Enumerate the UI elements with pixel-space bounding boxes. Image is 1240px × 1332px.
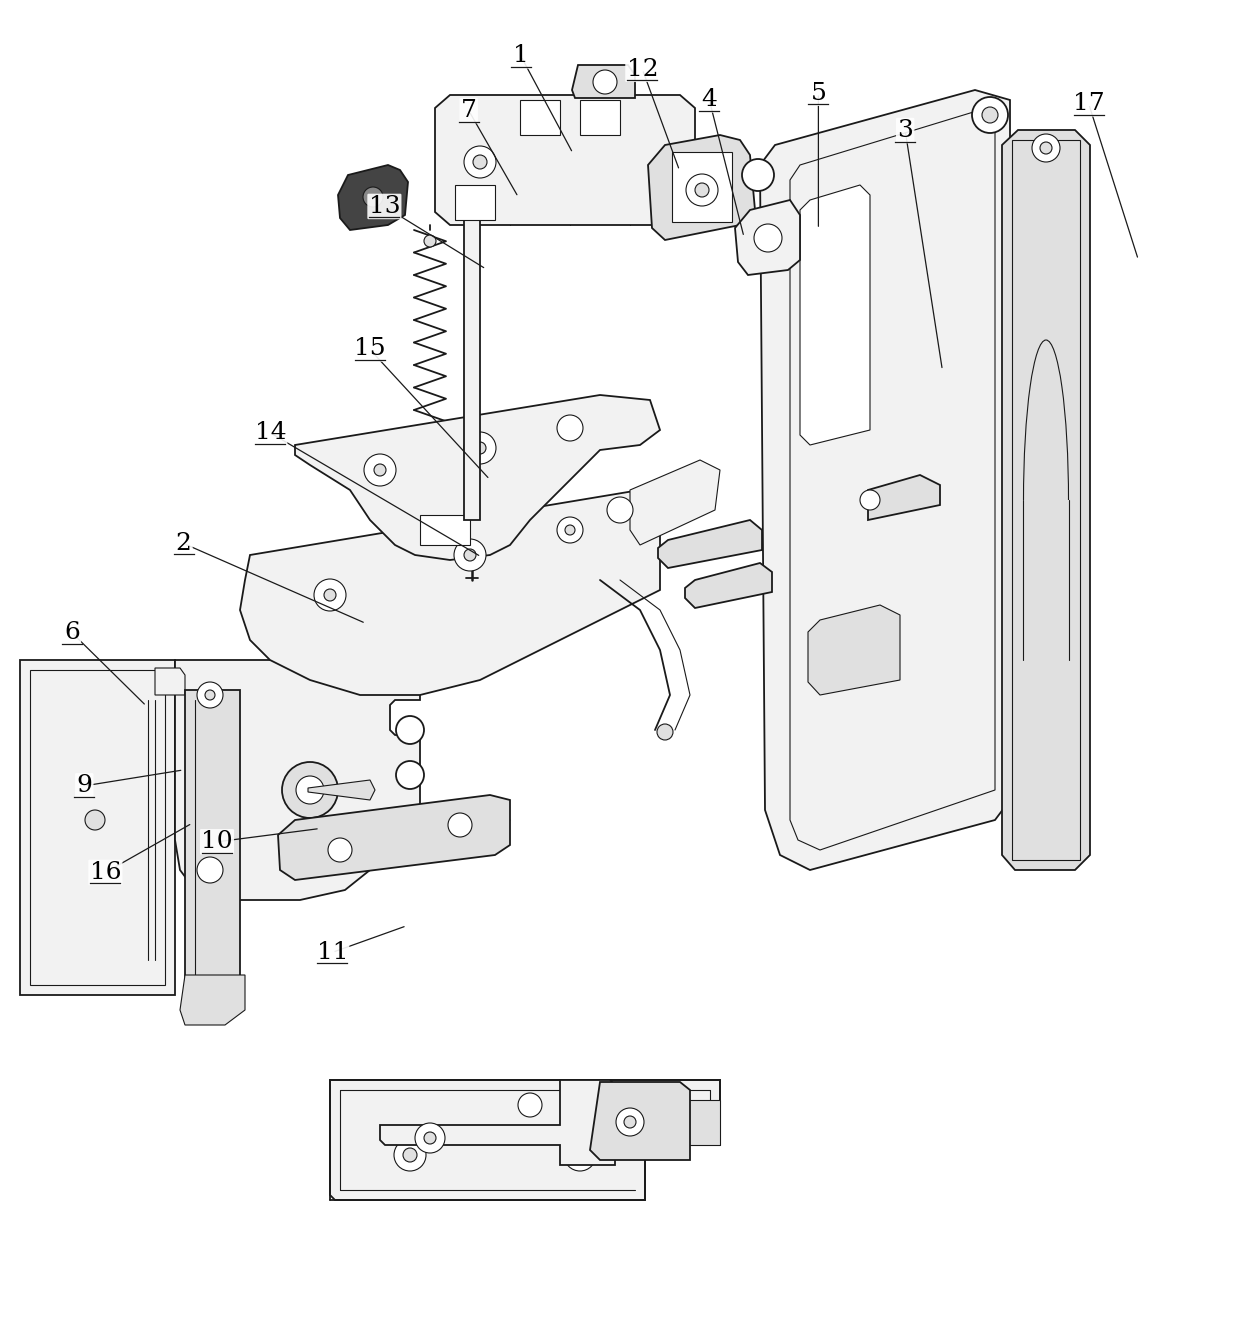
Circle shape xyxy=(686,174,718,206)
Text: 9: 9 xyxy=(77,774,92,798)
Circle shape xyxy=(472,155,487,169)
Text: 17: 17 xyxy=(1073,92,1105,116)
Polygon shape xyxy=(590,1082,689,1160)
Text: 5: 5 xyxy=(811,81,826,105)
Polygon shape xyxy=(760,91,1011,870)
Polygon shape xyxy=(330,1080,720,1200)
Text: 12: 12 xyxy=(626,57,658,81)
Circle shape xyxy=(205,690,215,701)
Circle shape xyxy=(564,1139,596,1171)
Circle shape xyxy=(448,813,472,836)
Polygon shape xyxy=(379,1080,615,1166)
Circle shape xyxy=(394,1139,427,1171)
Circle shape xyxy=(396,717,424,745)
Text: 6: 6 xyxy=(64,621,79,645)
Circle shape xyxy=(616,1108,644,1136)
Text: 4: 4 xyxy=(702,88,717,112)
Circle shape xyxy=(657,725,673,741)
Circle shape xyxy=(329,838,352,862)
Circle shape xyxy=(608,497,632,523)
Circle shape xyxy=(557,517,583,543)
Polygon shape xyxy=(575,1100,720,1146)
Polygon shape xyxy=(339,165,408,230)
Circle shape xyxy=(474,442,486,454)
Text: 11: 11 xyxy=(316,940,348,964)
Circle shape xyxy=(424,234,436,246)
Polygon shape xyxy=(175,659,420,900)
Circle shape xyxy=(972,97,1008,133)
Polygon shape xyxy=(20,659,175,995)
Text: 3: 3 xyxy=(898,119,913,143)
Circle shape xyxy=(415,1123,445,1154)
Polygon shape xyxy=(520,100,560,135)
Polygon shape xyxy=(455,185,495,220)
Text: 1: 1 xyxy=(513,44,528,68)
Polygon shape xyxy=(278,795,510,880)
Circle shape xyxy=(464,549,476,561)
Polygon shape xyxy=(808,605,900,695)
Polygon shape xyxy=(800,185,870,445)
Circle shape xyxy=(593,71,618,95)
Polygon shape xyxy=(295,396,660,559)
Circle shape xyxy=(557,416,583,441)
Polygon shape xyxy=(580,100,620,135)
Text: 7: 7 xyxy=(461,99,476,123)
Polygon shape xyxy=(684,563,773,607)
Circle shape xyxy=(982,107,998,123)
Text: 2: 2 xyxy=(176,531,191,555)
Circle shape xyxy=(396,761,424,789)
Circle shape xyxy=(464,147,496,178)
Circle shape xyxy=(565,525,575,535)
Polygon shape xyxy=(308,781,374,801)
Circle shape xyxy=(624,1116,636,1128)
Circle shape xyxy=(374,464,386,476)
Polygon shape xyxy=(435,95,694,225)
Polygon shape xyxy=(1002,131,1090,870)
Polygon shape xyxy=(180,975,246,1026)
Circle shape xyxy=(86,810,105,830)
Text: 14: 14 xyxy=(254,421,286,445)
Polygon shape xyxy=(464,210,480,519)
Circle shape xyxy=(694,182,709,197)
Circle shape xyxy=(1032,135,1060,163)
Circle shape xyxy=(314,579,346,611)
Circle shape xyxy=(363,186,383,206)
Circle shape xyxy=(197,682,223,709)
Circle shape xyxy=(1040,143,1052,155)
Circle shape xyxy=(324,589,336,601)
Circle shape xyxy=(197,856,223,883)
Polygon shape xyxy=(420,515,470,545)
Polygon shape xyxy=(658,519,763,567)
Circle shape xyxy=(296,777,324,805)
Polygon shape xyxy=(241,490,660,695)
Polygon shape xyxy=(572,65,635,99)
Circle shape xyxy=(403,1148,417,1162)
Polygon shape xyxy=(649,135,755,240)
Text: 10: 10 xyxy=(201,830,233,854)
Text: 15: 15 xyxy=(353,337,386,361)
Circle shape xyxy=(454,539,486,571)
Circle shape xyxy=(754,224,782,252)
Circle shape xyxy=(518,1094,542,1118)
Circle shape xyxy=(742,159,774,190)
Polygon shape xyxy=(868,476,940,519)
Circle shape xyxy=(365,454,396,486)
Text: 13: 13 xyxy=(368,194,401,218)
Text: 16: 16 xyxy=(89,860,122,884)
Polygon shape xyxy=(185,690,241,990)
Circle shape xyxy=(424,1132,436,1144)
Circle shape xyxy=(464,432,496,464)
Circle shape xyxy=(573,1148,587,1162)
Circle shape xyxy=(281,762,339,818)
Polygon shape xyxy=(735,200,800,274)
Polygon shape xyxy=(630,460,720,545)
Bar xyxy=(672,152,732,222)
Circle shape xyxy=(861,490,880,510)
Polygon shape xyxy=(155,669,185,695)
